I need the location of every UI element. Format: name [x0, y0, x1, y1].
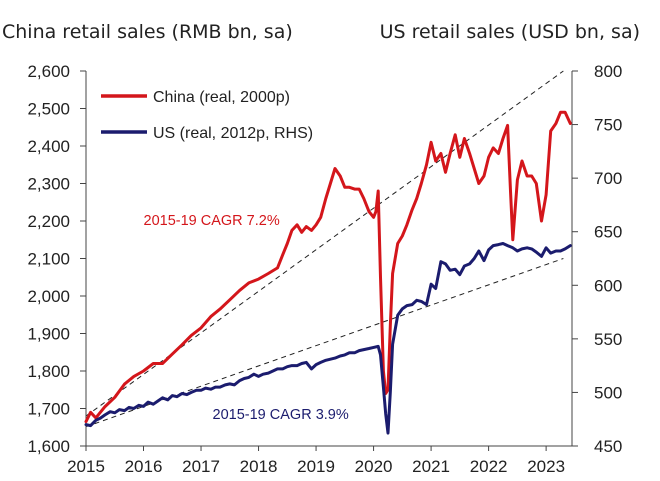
- x-tick-label: 2022: [470, 457, 508, 476]
- right-axis-title: US retail sales (USD bn, sa): [380, 21, 640, 43]
- legend: China (real, 2000p) US (real, 2012p, RHS): [101, 89, 313, 142]
- right-tick-label: 800: [594, 62, 622, 81]
- cagr-annotation: 2015-19 CAGR 7.2%: [144, 213, 280, 229]
- left-tick-label: 2,100: [27, 250, 70, 269]
- series-line-us: [84, 242, 572, 435]
- trendline-left: [85, 70, 564, 417]
- left-tick-label: 2,500: [27, 100, 70, 119]
- x-tick-label: 2020: [355, 457, 393, 476]
- x-tick-label: 2018: [240, 457, 278, 476]
- left-tick-label: 1,600: [27, 437, 70, 456]
- left-tick-label: 2,600: [27, 62, 70, 81]
- legend-label-china: China (real, 2000p): [153, 89, 290, 106]
- x-tick-label: 2023: [527, 457, 565, 476]
- annotations: 2015-19 CAGR 7.2% 2015-19 CAGR 3.9%: [144, 213, 349, 423]
- left-tick-label: 2,200: [27, 212, 70, 231]
- left-tick-label: 1,900: [27, 325, 70, 344]
- x-tick-label: 2016: [125, 457, 163, 476]
- x-tick-label: 2017: [182, 457, 220, 476]
- left-tick-label: 2,000: [27, 287, 70, 306]
- x-tick-label: 2021: [412, 457, 450, 476]
- right-tick-label: 600: [594, 276, 622, 295]
- series-lines: [84, 110, 572, 435]
- right-tick-label: 450: [594, 437, 622, 456]
- x-tick-label: 2015: [67, 457, 105, 476]
- axes: 1,600 1,700 1,800 1,900 2,000 2,100 2,200 2,300…: [27, 62, 622, 476]
- cagr-annotation: 2015-19 CAGR 3.9%: [213, 407, 349, 423]
- left-axis-title: China retail sales (RMB bn, sa): [2, 21, 293, 43]
- right-tick-label: 550: [594, 330, 622, 349]
- series-line-china: [84, 110, 572, 424]
- left-tick-label: 1,700: [27, 400, 70, 419]
- right-tick-label: 750: [594, 116, 622, 135]
- left-tick-label: 2,300: [27, 175, 70, 194]
- right-tick-label: 650: [594, 223, 622, 242]
- right-tick-label: 700: [594, 169, 622, 188]
- legend-label-us: US (real, 2012p, RHS): [153, 125, 313, 142]
- left-tick-label: 2,400: [27, 137, 70, 156]
- right-tick-label: 500: [594, 383, 622, 402]
- x-tick-label: 2019: [297, 457, 335, 476]
- left-tick-label: 1,800: [27, 362, 70, 381]
